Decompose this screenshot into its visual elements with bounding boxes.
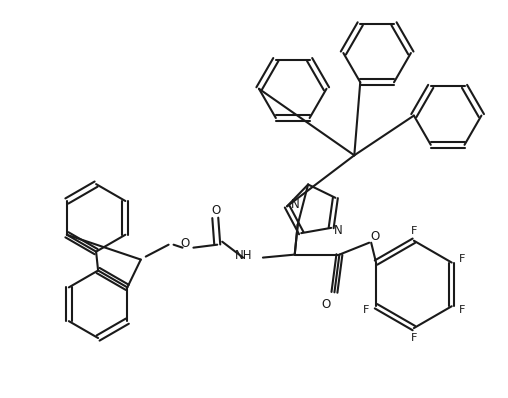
Text: F: F — [458, 254, 465, 263]
Text: F: F — [363, 305, 369, 315]
Text: O: O — [322, 298, 331, 311]
Text: NH: NH — [235, 249, 252, 262]
Text: F: F — [410, 226, 417, 236]
Text: F: F — [458, 305, 465, 315]
Text: F: F — [410, 333, 417, 343]
Text: O: O — [212, 205, 221, 217]
Text: O: O — [370, 230, 380, 243]
Text: N: N — [291, 198, 299, 211]
Text: O: O — [181, 237, 190, 250]
Text: N: N — [334, 224, 342, 237]
